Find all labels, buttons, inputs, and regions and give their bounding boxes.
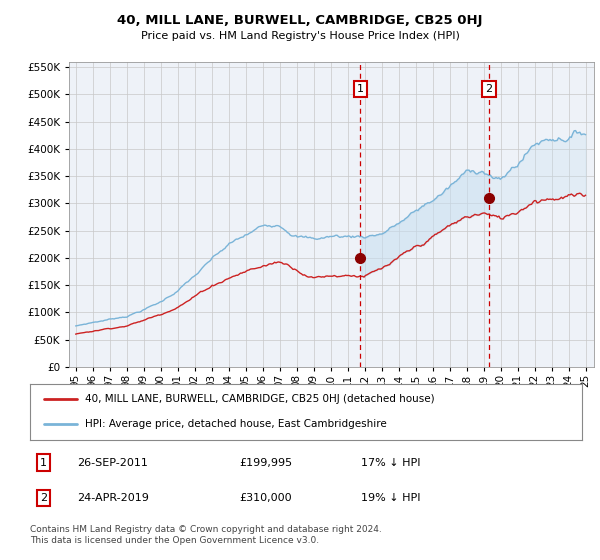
Text: 17% ↓ HPI: 17% ↓ HPI (361, 458, 421, 468)
Text: 2: 2 (485, 84, 493, 94)
Text: £199,995: £199,995 (240, 458, 293, 468)
Text: £310,000: £310,000 (240, 493, 292, 503)
Text: 24-APR-2019: 24-APR-2019 (77, 493, 149, 503)
Text: 19% ↓ HPI: 19% ↓ HPI (361, 493, 421, 503)
Text: 40, MILL LANE, BURWELL, CAMBRIDGE, CB25 0HJ: 40, MILL LANE, BURWELL, CAMBRIDGE, CB25 … (117, 14, 483, 27)
Text: HPI: Average price, detached house, East Cambridgeshire: HPI: Average price, detached house, East… (85, 419, 387, 430)
Text: Contains HM Land Registry data © Crown copyright and database right 2024.
This d: Contains HM Land Registry data © Crown c… (30, 525, 382, 545)
Text: 26-SEP-2011: 26-SEP-2011 (77, 458, 148, 468)
Text: 40, MILL LANE, BURWELL, CAMBRIDGE, CB25 0HJ (detached house): 40, MILL LANE, BURWELL, CAMBRIDGE, CB25 … (85, 394, 435, 404)
Text: Price paid vs. HM Land Registry's House Price Index (HPI): Price paid vs. HM Land Registry's House … (140, 31, 460, 41)
Text: 2: 2 (40, 493, 47, 503)
Text: 1: 1 (40, 458, 47, 468)
Text: 1: 1 (357, 84, 364, 94)
